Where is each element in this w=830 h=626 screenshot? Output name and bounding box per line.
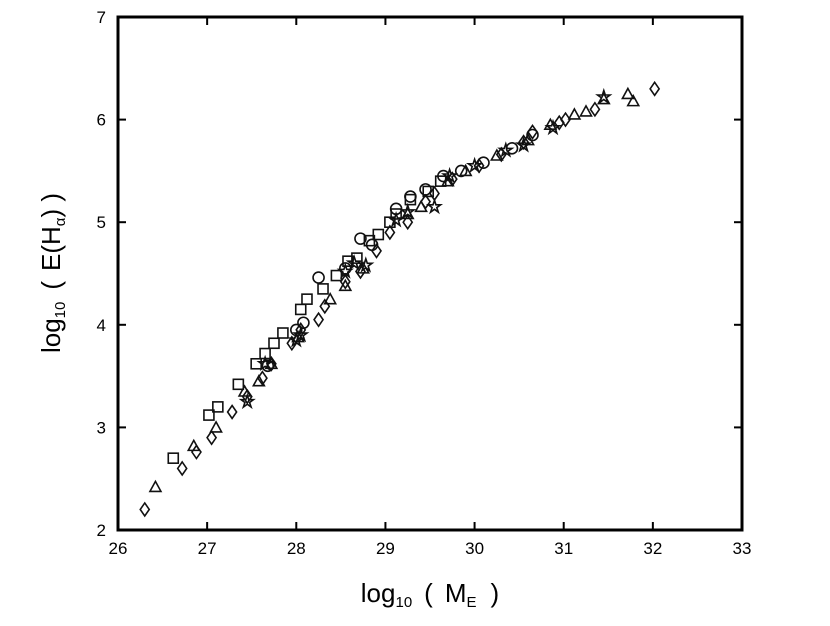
x-tick-label: 28 (287, 539, 306, 558)
triangle-marker (323, 291, 338, 305)
diamond-marker (402, 214, 414, 231)
circle-marker (354, 232, 367, 245)
diamond-marker (589, 101, 601, 118)
star-marker (256, 354, 274, 372)
square-marker (372, 228, 385, 241)
square-marker (250, 357, 262, 370)
circle-marker (477, 156, 490, 169)
triangle-marker (490, 148, 504, 161)
square-marker (317, 283, 329, 295)
star-marker (440, 166, 459, 184)
triangle-marker (209, 420, 223, 433)
square-marker (390, 208, 402, 220)
diamond-marker (339, 273, 351, 290)
triangle-marker (148, 479, 163, 493)
star-marker (595, 87, 613, 105)
x-tick-label: 33 (733, 539, 752, 558)
x-tick-label: 26 (109, 539, 128, 558)
diamond-marker (206, 429, 218, 446)
x-tick-label: 27 (198, 539, 217, 558)
square-marker (203, 409, 215, 421)
star-marker (465, 156, 484, 174)
star-marker (292, 325, 310, 343)
triangle-marker (237, 384, 252, 397)
diamond-marker (371, 243, 382, 259)
circle-marker (526, 128, 539, 142)
x-tick-label: 31 (554, 539, 573, 558)
star-marker (399, 202, 417, 220)
circle-marker (297, 316, 310, 330)
x-tick-label: 30 (465, 539, 484, 558)
diamond-marker (649, 80, 661, 97)
circle-marker (312, 271, 325, 284)
x-tick-label: 32 (643, 539, 662, 558)
circle-marker (365, 238, 379, 252)
square-marker (404, 193, 417, 206)
star-marker (238, 392, 256, 410)
diamond-marker (226, 404, 238, 420)
y-tick-label: 3 (97, 418, 106, 437)
plot-frame (116, 15, 744, 532)
y-tick-label: 7 (97, 8, 106, 27)
circle-marker (454, 164, 468, 178)
triangle-marker (567, 107, 582, 120)
tick-labels: 26 27 28 29 30 31 32 33 2 3 4 5 6 7 (97, 8, 752, 558)
diamond-marker (560, 111, 571, 128)
triangle-marker (251, 374, 266, 387)
x-tick-label: 29 (376, 539, 395, 558)
triangle-marker (626, 93, 641, 107)
star-marker (387, 210, 405, 228)
star-marker (497, 141, 515, 158)
diamond-marker (190, 444, 202, 460)
triangle-marker (338, 278, 353, 292)
data-markers (139, 80, 661, 518)
y-tick-label: 5 (97, 213, 106, 232)
triangle-marker (621, 86, 635, 100)
star-marker (345, 254, 363, 271)
y-axis-title: log10(E(Hα) ) (36, 193, 69, 353)
triangle-marker (186, 438, 201, 452)
circle-marker (404, 190, 417, 203)
square-marker (212, 401, 224, 413)
circle-marker (437, 169, 450, 183)
axis-ticks (117, 16, 743, 531)
square-marker (384, 216, 396, 228)
diamond-marker (313, 311, 325, 328)
y-tick-label: 4 (97, 316, 106, 335)
star-marker (425, 197, 444, 215)
square-marker (232, 378, 245, 391)
square-marker (268, 337, 280, 350)
diamond-marker (176, 460, 188, 477)
star-marker (514, 136, 533, 153)
y-tick-label: 2 (97, 521, 106, 540)
square-marker (277, 327, 289, 339)
square-marker (167, 452, 180, 464)
triangle-marker (414, 199, 428, 213)
square-marker (330, 269, 343, 282)
diamond-marker (384, 224, 396, 241)
triangle-marker (579, 104, 593, 117)
square-marker (301, 293, 313, 305)
circle-marker (419, 183, 432, 196)
square-marker (422, 185, 435, 198)
y-tick-label: 6 (97, 111, 106, 130)
x-axis-title: log10(ME) (361, 578, 499, 611)
diamond-marker (139, 501, 151, 518)
square-marker (294, 303, 307, 316)
star-marker (544, 118, 562, 136)
star-marker (357, 256, 375, 273)
triangle-marker (458, 163, 473, 177)
diamond-marker (241, 388, 253, 405)
